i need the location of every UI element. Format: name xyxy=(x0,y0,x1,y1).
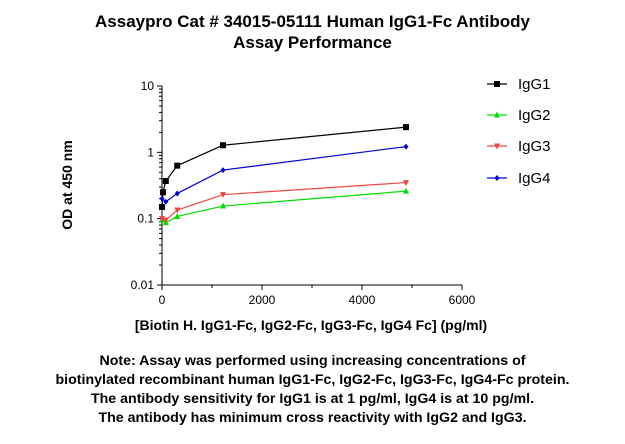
series-line-igg1 xyxy=(161,126,407,208)
note-line: biotinylated recombinant human IgG1-Fc, … xyxy=(55,372,570,388)
data-point xyxy=(403,124,409,131)
data-point xyxy=(220,192,226,199)
data-point xyxy=(174,162,181,169)
data-point xyxy=(163,198,169,205)
data-point xyxy=(220,142,226,149)
y-tick-label: 0.1 xyxy=(137,212,154,226)
data-point xyxy=(174,212,181,219)
legend: IgG1 IgG2 IgG3 IgG4 xyxy=(487,76,551,187)
series-igg3 xyxy=(159,180,409,224)
series-line-igg2 xyxy=(161,190,407,224)
data-point xyxy=(403,143,409,150)
x-tick-label: 0 xyxy=(159,293,166,307)
note-line: Note: Assay was performed using increasi… xyxy=(99,353,526,369)
x-tick-label: 2000 xyxy=(249,293,276,307)
legend-label: IgG3 xyxy=(518,138,551,155)
note-text: Note: Assay was performed using increasi… xyxy=(0,352,625,428)
y-axis-label: OD at 450 nm xyxy=(59,140,75,229)
legend-marker xyxy=(494,111,500,118)
legend-marker xyxy=(494,175,500,181)
legend-label: IgG4 xyxy=(518,170,551,187)
legend-label: IgG1 xyxy=(518,76,551,93)
series-igg4 xyxy=(159,143,409,205)
series-layer xyxy=(159,124,409,226)
y-tick-label: 1 xyxy=(147,145,154,159)
axes: 0.01 0.1 1 10 0 2000 4000 6000 xyxy=(131,79,476,307)
series-igg1 xyxy=(159,124,409,210)
legend-marker xyxy=(494,143,500,150)
note-line: The antibody sensitivity for IgG1 is at … xyxy=(90,391,535,407)
data-point xyxy=(159,195,165,202)
legend-item-igg2: IgG2 xyxy=(487,107,551,124)
x-tick-label: 4000 xyxy=(349,293,376,307)
legend-label: IgG2 xyxy=(518,107,551,124)
data-point xyxy=(159,189,166,196)
data-point xyxy=(159,203,165,210)
legend-item-igg3: IgG3 xyxy=(487,138,551,155)
x-tick-label: 6000 xyxy=(449,293,476,307)
chart-subtitle: Assay Performance xyxy=(233,33,392,52)
series-line-igg4 xyxy=(161,146,407,203)
data-point xyxy=(220,167,226,174)
legend-item-igg1: IgG1 xyxy=(487,76,551,93)
line-chart: 0.01 0.1 1 10 0 2000 4000 6000 IgG1 IgG2 IgG3 IgG4… xyxy=(59,76,551,333)
chart-title: Assaypro Cat # 34015-05111 Human IgG1-Fc… xyxy=(95,12,530,31)
x-axis-label: [Biotin H. IgG1-Fc, IgG2-Fc, IgG3-Fc, Ig… xyxy=(135,317,487,333)
legend-marker xyxy=(494,81,500,87)
data-point xyxy=(403,180,409,187)
data-point xyxy=(174,207,181,214)
series-igg2 xyxy=(159,187,409,226)
data-point xyxy=(162,177,169,184)
legend-item-igg4: IgG4 xyxy=(487,170,551,187)
data-point xyxy=(162,217,169,224)
y-tick-label: 0.01 xyxy=(131,278,155,292)
note-line: The antibody has minimum cross reactivit… xyxy=(98,410,527,426)
data-point xyxy=(403,187,409,194)
data-point xyxy=(220,202,226,209)
data-point xyxy=(174,190,180,197)
y-tick-label: 10 xyxy=(141,79,155,93)
